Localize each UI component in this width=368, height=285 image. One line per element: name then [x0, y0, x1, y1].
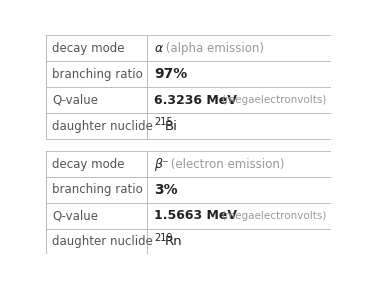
- Text: (electron emission): (electron emission): [167, 158, 284, 170]
- Text: 219: 219: [154, 233, 173, 243]
- Text: 3%: 3%: [154, 183, 178, 197]
- Text: Rn: Rn: [165, 235, 183, 248]
- Text: branching ratio: branching ratio: [52, 184, 143, 196]
- Text: 97%: 97%: [154, 67, 188, 81]
- Text: (megaelectronvolts): (megaelectronvolts): [221, 95, 326, 105]
- Text: decay mode: decay mode: [52, 158, 125, 170]
- Text: 1.5663 MeV: 1.5663 MeV: [154, 209, 237, 222]
- Text: 6.3236 MeV: 6.3236 MeV: [154, 93, 237, 107]
- Text: daughter nuclide: daughter nuclide: [52, 235, 153, 248]
- Text: β⁻: β⁻: [154, 158, 169, 170]
- Text: decay mode: decay mode: [52, 42, 125, 55]
- Text: branching ratio: branching ratio: [52, 68, 143, 81]
- Text: Bi: Bi: [165, 119, 178, 133]
- Text: (megaelectronvolts): (megaelectronvolts): [221, 211, 326, 221]
- Text: Q-value: Q-value: [52, 93, 98, 107]
- Text: 215: 215: [154, 117, 173, 127]
- Bar: [46, 35, 331, 139]
- Text: daughter nuclide: daughter nuclide: [52, 119, 153, 133]
- Text: α: α: [154, 42, 163, 55]
- Text: Q-value: Q-value: [52, 209, 98, 222]
- Bar: [46, 151, 331, 255]
- Text: (alpha emission): (alpha emission): [162, 42, 264, 55]
